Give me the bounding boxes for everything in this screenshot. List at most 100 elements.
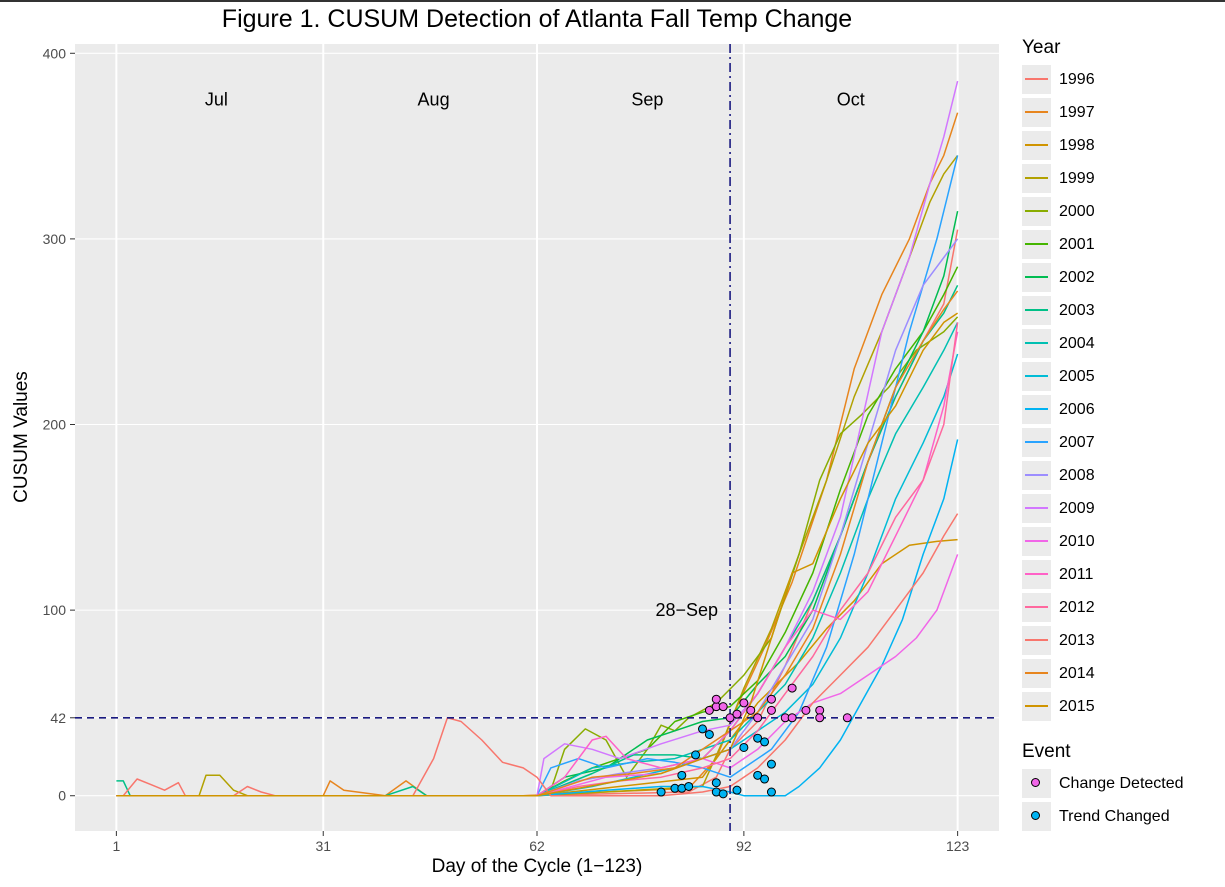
legend-label-change-detected: Change Detected	[1059, 774, 1184, 792]
chart-title: Figure 1. CUSUM Detection of Atlanta Fal…	[221, 5, 853, 33]
legend-key	[1022, 659, 1051, 688]
change-detected-point	[753, 713, 763, 723]
change-detected-point	[842, 713, 852, 723]
legend-key	[1022, 263, 1051, 292]
change-detected-marker-icon	[1031, 778, 1040, 787]
trend-changed-point	[691, 750, 701, 760]
date-marker-label: 28−Sep	[656, 600, 719, 620]
legend-item-2014: 2014	[1022, 657, 1095, 690]
legend-label: 2003	[1059, 301, 1095, 319]
legend-key	[1022, 98, 1051, 127]
legend-label: 1996	[1059, 70, 1095, 88]
legend-line-swatch	[1025, 507, 1048, 509]
legend-key	[1022, 626, 1051, 655]
legend-key	[1022, 692, 1051, 721]
trend-changed-point	[732, 785, 742, 795]
legend-item-2007: 2007	[1022, 426, 1095, 459]
legend-label: 1999	[1059, 169, 1095, 187]
series-line-1998	[116, 538, 958, 797]
legend-key	[1022, 362, 1051, 391]
x-tick-label: 31	[315, 838, 331, 854]
trend-changed-point	[697, 724, 707, 734]
legend-key	[1022, 164, 1051, 193]
legend-line-swatch	[1025, 111, 1048, 113]
x-tick-label: 123	[946, 838, 970, 854]
trend-changed-point	[718, 789, 728, 799]
legend-item-1999: 1999	[1022, 162, 1095, 195]
legend-line-swatch	[1025, 408, 1048, 410]
change-detected-point	[746, 705, 756, 715]
top-border	[0, 0, 1225, 2]
event-legend: Event Change Detected Trend Changed	[1022, 741, 1184, 833]
legend-line-swatch	[1025, 210, 1048, 212]
legend-key	[1022, 131, 1051, 160]
y-tick-label: 0	[58, 788, 66, 804]
trend-changed-point	[711, 778, 721, 788]
legend-line-swatch	[1025, 144, 1048, 146]
change-detected-point	[815, 713, 825, 723]
legend-line-swatch	[1025, 705, 1048, 707]
legend-item-2010: 2010	[1022, 525, 1095, 558]
series-line-2002	[116, 210, 959, 797]
legend-label: 1997	[1059, 103, 1095, 121]
y-axis-label: CUSUM Values	[11, 371, 32, 503]
legend-key	[1022, 494, 1051, 523]
legend-line-swatch	[1025, 540, 1048, 542]
y-tick-label: 42	[50, 710, 66, 726]
legend-key	[1022, 527, 1051, 556]
legend-item-2004: 2004	[1022, 327, 1095, 360]
trend-changed-point	[753, 733, 763, 743]
x-tick-label: 92	[736, 838, 752, 854]
legend-key	[1022, 395, 1051, 424]
trend-changed-point	[656, 787, 666, 797]
legend-item-trend-changed: Trend Changed	[1022, 800, 1184, 833]
month-label: Sep	[631, 90, 663, 110]
year-legend-items: 1996 1997 1998 1999 2000 2001 2002 2003 2004 2005…	[1022, 63, 1095, 723]
legend-line-swatch	[1025, 606, 1048, 608]
change-detected-point	[739, 698, 749, 708]
legend-item-2000: 2000	[1022, 195, 1095, 228]
legend-label: 2007	[1059, 433, 1095, 451]
legend-key	[1022, 296, 1051, 325]
legend-key	[1022, 593, 1051, 622]
y-tick-label: 100	[43, 602, 67, 618]
legend-label: 2006	[1059, 400, 1095, 418]
legend-label: 2001	[1059, 235, 1095, 253]
legend-item-2008: 2008	[1022, 459, 1095, 492]
x-tick-label: 1	[112, 838, 120, 854]
series-line-2014	[116, 290, 959, 797]
change-detected-point	[815, 705, 825, 715]
legend-label: 1998	[1059, 136, 1095, 154]
legend-key	[1022, 329, 1051, 358]
legend-line-swatch	[1025, 243, 1048, 245]
change-detected-point	[718, 702, 728, 712]
legend-item-1997: 1997	[1022, 96, 1095, 129]
legend-label: 2011	[1059, 565, 1094, 583]
legend-key	[1022, 65, 1051, 94]
change-detected-point	[732, 709, 742, 719]
legend-item-2009: 2009	[1022, 492, 1095, 525]
legend-item-2006: 2006	[1022, 393, 1095, 426]
legend-line-swatch	[1025, 309, 1048, 311]
month-label: Jul	[205, 90, 228, 110]
event-legend-title: Event	[1022, 741, 1071, 762]
legend-item-2011: 2011	[1022, 558, 1095, 591]
series-line-2015	[116, 312, 959, 797]
legend-item-change-detected: Change Detected	[1022, 767, 1184, 800]
trend-changed-point	[760, 774, 770, 784]
trend-changed-point	[684, 781, 694, 791]
series-line-2006	[116, 439, 959, 797]
legend-item-2001: 2001	[1022, 228, 1095, 261]
change-detected-point	[711, 694, 721, 704]
legend-label: 2004	[1059, 334, 1095, 352]
x-tick-label: 62	[529, 838, 545, 854]
trend-changed-point	[760, 737, 770, 747]
legend-item-2005: 2005	[1022, 360, 1095, 393]
year-legend-title: Year	[1022, 37, 1061, 58]
legend-line-swatch	[1025, 342, 1048, 344]
legend-label: 2010	[1059, 532, 1095, 550]
legend-line-swatch	[1025, 573, 1048, 575]
legend-label: 2005	[1059, 367, 1095, 385]
x-axis-label: Day of the Cycle (1−123)	[431, 856, 643, 877]
